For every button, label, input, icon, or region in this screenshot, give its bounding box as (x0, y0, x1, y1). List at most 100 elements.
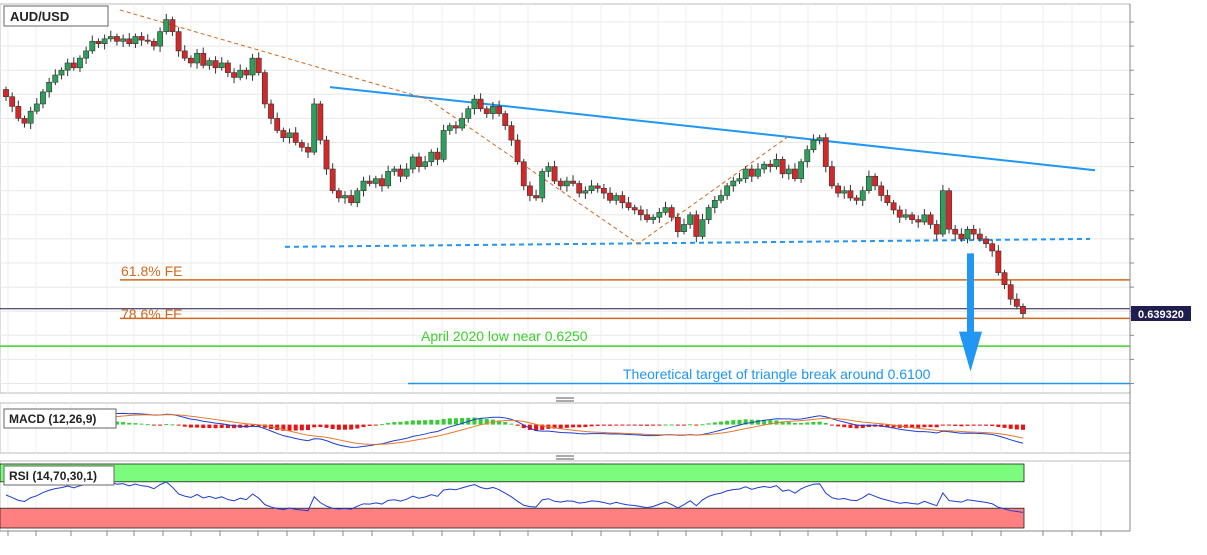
macd-histogram-bar (601, 424, 606, 426)
macd-histogram-bar (669, 424, 674, 426)
breakdown-arrow-shaft (967, 253, 974, 333)
macd-histogram-bar (127, 422, 132, 425)
candle-body (724, 185, 731, 196)
candle-body (890, 202, 897, 211)
macd-histogram-bar (361, 424, 366, 428)
candle-body (976, 233, 983, 240)
candle-body (89, 40, 96, 52)
macd-histogram-bar (1021, 424, 1025, 430)
candle-body (188, 57, 194, 64)
candle-body (946, 190, 952, 230)
candle-body (792, 168, 798, 179)
macd-histogram-bar (133, 423, 138, 425)
macd-histogram-bar (312, 424, 317, 428)
candle-body (40, 91, 46, 105)
macd-histogram-bar (638, 424, 643, 426)
candle-body (114, 36, 120, 42)
candle-body (631, 207, 638, 211)
candle-body (884, 195, 891, 204)
candle-body (785, 168, 792, 175)
macd-histogram-bar (1008, 424, 1013, 429)
macd-histogram-bar (755, 419, 760, 425)
macd-histogram-bar (947, 424, 952, 426)
macd-histogram-bar (509, 423, 514, 425)
candle-body (656, 212, 663, 218)
macd-histogram-bar (971, 424, 976, 426)
macd-histogram-bar (657, 424, 662, 426)
candle-body (465, 108, 472, 119)
macd-histogram-bar (626, 424, 631, 426)
macd-histogram-bar (392, 422, 397, 425)
candle-body (829, 166, 835, 187)
macd-histogram-bar (737, 419, 742, 425)
candle-body (773, 159, 780, 167)
candle-body (730, 180, 737, 187)
candle-body (434, 151, 441, 160)
candle-body (471, 98, 478, 110)
macd-histogram-bar (1014, 424, 1019, 430)
macd-histogram-bar (460, 418, 465, 425)
candle-body (508, 125, 515, 141)
candle-body (46, 81, 53, 93)
candle-body (298, 142, 305, 148)
macd-histogram-bar (984, 424, 989, 426)
macd-histogram-bar (447, 418, 452, 425)
candle-body (274, 118, 281, 131)
candle-body (428, 151, 435, 163)
macd-panel (0, 402, 1131, 454)
candle-body (718, 195, 724, 201)
candle-body (866, 175, 872, 192)
candle-body (126, 38, 133, 44)
macd-histogram-bar (275, 424, 280, 431)
candle-body (409, 156, 416, 170)
candle-body (607, 192, 613, 201)
macd-histogram-bar (527, 424, 532, 430)
candle-body (372, 178, 379, 184)
candle-body (983, 238, 989, 245)
candle-body (835, 185, 841, 194)
macd-histogram-bar (595, 424, 600, 426)
macd-histogram-bar (540, 424, 545, 430)
macd-histogram-bar (453, 418, 458, 425)
macd-histogram-bar (201, 424, 206, 429)
macd-histogram-bar (940, 424, 945, 426)
candle-body (804, 149, 811, 163)
candle-body (576, 183, 583, 194)
candle-body (27, 110, 34, 124)
macd-histogram-bar (977, 424, 982, 426)
candle-body (52, 74, 59, 83)
candle-body (761, 163, 768, 170)
macd-histogram-bar (306, 424, 311, 431)
macd-histogram-bar (521, 424, 526, 429)
macd-histogram-bar (620, 424, 625, 426)
candle-body (58, 69, 65, 76)
rsi-line (5, 481, 1024, 513)
candle-body (847, 190, 854, 199)
macd-histogram-bar (1002, 424, 1007, 428)
candle-body (286, 132, 293, 138)
candle-body (557, 180, 564, 187)
candle-body (711, 200, 718, 208)
title-badge-box (3, 5, 109, 27)
april-low-label: April 2020 low near 0.6250 (421, 328, 588, 344)
candle-body (582, 190, 589, 194)
candle-body (255, 57, 262, 73)
triangle-support-line (284, 237, 1091, 248)
candle-body (175, 31, 182, 52)
candle-body (539, 171, 546, 199)
macd-histogram-bar (503, 421, 508, 425)
macd-histogram-bar (435, 419, 440, 425)
macd-histogram-bar (188, 424, 193, 428)
macd-histogram-bar (472, 417, 477, 425)
macd-histogram-bar (114, 421, 119, 425)
candle-body (1007, 284, 1014, 300)
candle-body (329, 168, 336, 191)
candle-body (551, 166, 558, 182)
candle-body (237, 69, 244, 78)
candle-body (132, 36, 139, 44)
candle-body (810, 139, 817, 151)
candle-body (194, 53, 200, 64)
macd-histogram-bar (663, 424, 668, 426)
macd-histogram-bar (632, 424, 637, 426)
macd-histogram-bar (139, 423, 144, 425)
